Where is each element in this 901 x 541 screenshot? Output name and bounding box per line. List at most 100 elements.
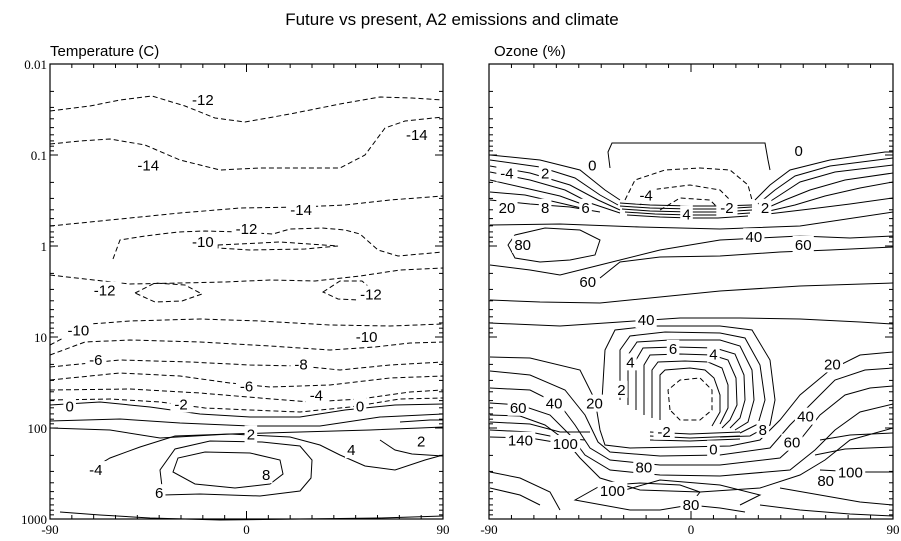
contour-label: 60 (784, 435, 801, 452)
contour-line (489, 414, 894, 493)
contour-line (767, 197, 894, 215)
contour-line (489, 179, 591, 208)
x-tick-label: 0 (243, 522, 250, 537)
contour-label: 60 (510, 400, 527, 417)
y-tick-label: 100 (28, 421, 48, 436)
contour-label-bg (615, 380, 628, 398)
contour-line (627, 339, 755, 431)
temperature-contour-labels: -12 -14 -14 -14 -12 -10 -12 -12 -10 -10 -6 -8 -6 -4 -2… (63, 91, 432, 502)
contour-label-bg (401, 125, 432, 143)
contour-label-bg (290, 355, 312, 373)
contour-line (89, 433, 444, 471)
y-tick-label: 0.1 (31, 148, 47, 163)
panel-title-ozone: Ozone (%) (494, 43, 566, 60)
contour-label-bg (345, 441, 358, 459)
contour-label-bg (624, 353, 637, 371)
temperature-contour-lines (49, 95, 444, 521)
contour-line (507, 227, 601, 263)
ozone-x-ticks: -90 0 90 (480, 64, 900, 537)
y-tick-label: 0.01 (24, 57, 47, 72)
contour-label: 140 (508, 433, 533, 450)
contour-label-bg (633, 458, 655, 476)
contour-label: -8 (294, 356, 307, 373)
contour-label-bg (286, 200, 316, 218)
contour-line (49, 426, 444, 439)
contour-line (49, 318, 444, 346)
y-tick-label: 1 (41, 239, 48, 254)
contour-label-bg (792, 141, 806, 159)
contour-label-bg (538, 164, 552, 182)
contour-label: 0 (795, 143, 803, 160)
contour-line (624, 167, 753, 201)
contour-line (759, 487, 894, 517)
contour-label-bg (89, 281, 120, 299)
contour-label-bg (505, 431, 536, 449)
contour-label-bg (597, 481, 628, 499)
contour-line (659, 197, 721, 211)
contour-label-bg (414, 432, 428, 450)
contour-label-bg (635, 310, 657, 328)
x-tick-label: 0 (688, 522, 695, 537)
contour-label: 60 (795, 237, 812, 254)
contour-label: -2 (720, 200, 733, 217)
contour-label-bg (579, 198, 592, 216)
contour-line (217, 241, 339, 251)
x-tick-label: -90 (480, 522, 497, 537)
contour-line (133, 282, 204, 303)
contour-line (49, 388, 444, 403)
contour-line (59, 511, 444, 521)
contour-label-bg (666, 339, 680, 357)
contour-label: 8 (262, 467, 270, 484)
contour-label-bg (743, 228, 765, 246)
contour-label-bg (680, 495, 702, 513)
x-tick-label: 90 (437, 522, 450, 537)
contour-label-bg (635, 186, 657, 204)
contour-label: -4 (500, 166, 513, 183)
contour-line (651, 360, 729, 425)
contour-label-bg (170, 395, 192, 413)
figure-title: Future vs present, A2 emissions and clim… (285, 10, 619, 29)
contour-label-bg (235, 377, 258, 395)
contour-label-bg (543, 394, 565, 412)
contour-label: 4 (709, 346, 717, 363)
contour-label-bg (85, 351, 107, 369)
contour-line (667, 377, 713, 421)
contour-line (643, 353, 738, 429)
contour-label: -12 (192, 92, 214, 109)
contour-label-bg (63, 321, 94, 339)
contour-line (49, 95, 444, 123)
ozone-contour-lines (489, 142, 894, 517)
contour-label-bg (507, 398, 529, 416)
contour-label-bg (707, 345, 720, 363)
contour-line (159, 440, 313, 497)
contour-label: 8 (541, 200, 549, 217)
ozone-panel: Ozone (%) (480, 43, 899, 537)
temperature-y-ticks: 0.01 0.1 1 10 100 1000 (21, 57, 443, 527)
y-tick-label: 10 (34, 330, 47, 345)
contour-label: -12 (236, 221, 258, 238)
contour-label: 80 (683, 497, 700, 514)
contour-label: 0 (356, 398, 364, 415)
contour-label: 0 (588, 157, 596, 174)
contour-label: 40 (638, 312, 655, 329)
contour-label-bg (305, 386, 327, 404)
contour-label: 80 (817, 473, 834, 490)
contour-line (759, 164, 894, 209)
contour-label: 4 (626, 354, 634, 371)
contour-line (757, 157, 894, 205)
contour-line (599, 246, 894, 279)
x-tick-label: -90 (41, 522, 58, 537)
contour-label: 6 (581, 200, 589, 217)
contour-line (379, 419, 444, 457)
contour-label: 100 (838, 465, 863, 482)
contour-label: 6 (669, 341, 677, 358)
contour-label: -4 (310, 388, 323, 405)
contour-line (635, 346, 746, 429)
temperature-x-ticks: -90 0 90 (41, 64, 450, 537)
contour-label-bg (231, 219, 262, 237)
contour-label-bg (538, 198, 552, 216)
contour-line (489, 282, 894, 304)
contour-line (49, 397, 444, 413)
contour-label-bg (577, 273, 599, 291)
contour-label: 100 (553, 436, 578, 453)
